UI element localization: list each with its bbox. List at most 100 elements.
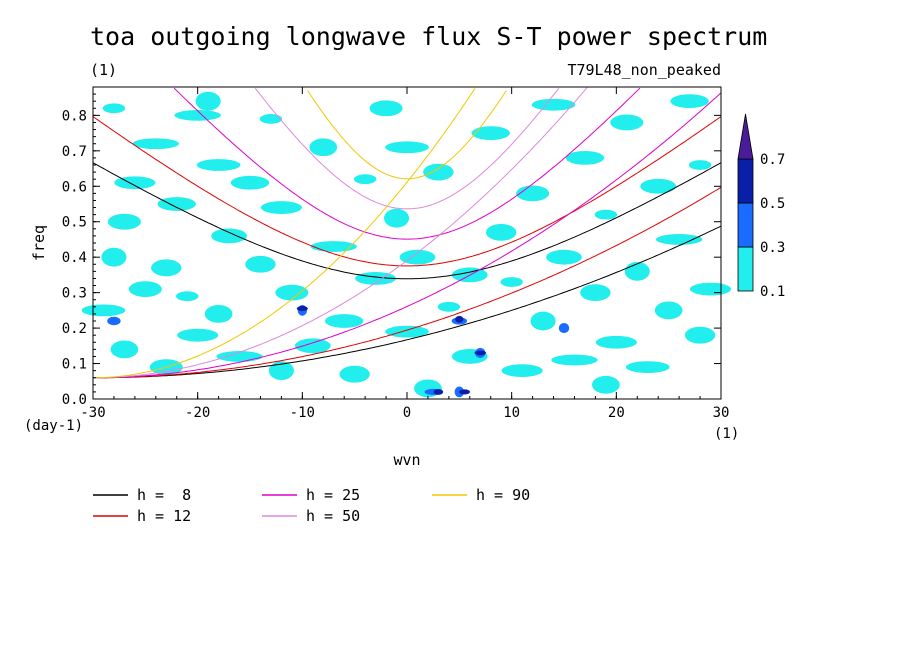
y-tick-label: 0.4: [62, 250, 87, 266]
contour-blob: [385, 325, 429, 338]
contour-blob: [610, 114, 644, 131]
contour-blob: [259, 114, 283, 124]
y-tick-label: 0.8: [62, 108, 87, 124]
y-tick-label: 0.2: [62, 321, 87, 337]
contour-blob: [230, 175, 270, 190]
x-unit-label: (1): [714, 426, 739, 442]
contour-blob: [353, 174, 377, 185]
legend: h = 8 h = 12 h = 25 h = 50 h = 90: [93, 486, 530, 525]
x-tick-label: 0: [403, 405, 411, 421]
contour-blob: [688, 160, 712, 170]
contour-blob: [102, 103, 126, 114]
subtitle-right: T79L48_non_peaked: [567, 61, 721, 79]
dispersion-curve-ig: [307, 90, 507, 180]
colorbar-segment: [737, 158, 754, 204]
contour-blob: [640, 178, 677, 194]
legend-label: h = 12: [137, 507, 191, 525]
contour-blob: [565, 151, 605, 165]
dispersion-curve-kelvin: [93, 225, 722, 379]
dispersion-curve-kelvin: [93, 88, 476, 379]
contour-blob: [551, 354, 598, 366]
dispersion-curve-ig: [254, 87, 560, 210]
y-tick-label: 0.0: [62, 392, 87, 408]
y-tick-label: 0.5: [62, 215, 87, 231]
legend-label: h = 8: [137, 486, 191, 504]
contour-blob: [655, 234, 703, 245]
contour-blob: [294, 338, 331, 354]
x-tick-label: 20: [608, 405, 625, 421]
colorbar-label: 0.7: [760, 152, 785, 168]
y-tick-label: 0.3: [62, 286, 87, 302]
contour-blob: [684, 326, 716, 344]
contour-blob: [296, 306, 308, 312]
x-tick-label: -10: [290, 405, 315, 421]
contour-blob: [385, 141, 429, 154]
contour-blob: [592, 375, 620, 394]
contour-blob: [174, 109, 221, 121]
contour-blob: [260, 201, 302, 214]
contour-blob: [455, 315, 464, 323]
contour-blob: [471, 126, 510, 140]
contour-blob: [580, 284, 611, 302]
contour-blob: [486, 223, 517, 241]
contour-blob: [151, 259, 182, 277]
dispersion-curve-ig: [173, 87, 641, 240]
x-tick-label: -30: [80, 405, 105, 421]
dispersion-curve-ig: [92, 162, 722, 280]
contour-blob: [595, 335, 637, 349]
contour-blob: [176, 291, 199, 302]
contour-blob: [501, 364, 543, 378]
plot-area: -30 -20 -10 0 10 20 30 0.0 0.1 0.2 0.3 0.4 0.5 0.6 0.7…: [62, 86, 732, 421]
colorbar: 0.1 0.3 0.5 0.7: [737, 113, 785, 300]
contour-blob: [325, 314, 364, 328]
contour-blob: [101, 247, 127, 267]
contour-blob: [107, 213, 141, 230]
legend-label: h = 25: [306, 486, 360, 504]
contour-blob: [195, 91, 221, 111]
colorbar-label: 0.3: [760, 240, 785, 256]
y-unit-label: (day-1): [24, 418, 83, 434]
contour-blob: [81, 304, 126, 317]
colorbar-label: 0.1: [760, 284, 785, 300]
contour-blob: [384, 208, 410, 228]
dispersion-curves: [92, 86, 722, 379]
contour-blob: [114, 176, 156, 190]
y-tick-label: 0.7: [62, 144, 87, 160]
x-axis-label: wvn: [393, 451, 420, 469]
colorbar-segment: [737, 202, 754, 248]
contour-blob: [690, 282, 732, 296]
contour-blob: [594, 209, 618, 220]
contour-blob: [625, 361, 670, 373]
contour-blob: [531, 98, 576, 111]
dispersion-curve-ig: [92, 116, 722, 267]
contour-blob: [204, 305, 233, 323]
y-tick-label: 0.1: [62, 357, 87, 373]
colorbar-extend-arrow: [737, 113, 754, 160]
contour-blob: [275, 284, 309, 301]
x-tick-label: 30: [713, 405, 730, 421]
contour-blob: [107, 316, 121, 326]
plot-background: [93, 87, 721, 399]
contour-blob: [437, 301, 461, 312]
contour-blob: [546, 249, 582, 265]
contour-blob: [110, 340, 139, 359]
contour-blob: [433, 388, 444, 395]
contour-blob: [157, 197, 196, 211]
contour-blob: [516, 185, 550, 202]
contour-blob: [624, 261, 650, 281]
contour-blob: [423, 163, 454, 181]
contour-blob: [132, 138, 179, 150]
contour-blob: [670, 94, 709, 109]
contour-blob: [268, 361, 294, 381]
subtitle-left: (1): [90, 61, 117, 79]
y-axis-label: freq: [30, 225, 48, 261]
contour-blob: [211, 228, 247, 244]
contour-blob: [310, 241, 357, 252]
colorbar-segment: [737, 246, 754, 292]
contour-blob: [500, 277, 523, 287]
contour-blob: [369, 100, 403, 117]
legend-label: h = 50: [306, 507, 360, 525]
contour-blob: [309, 138, 338, 157]
contour-blob: [339, 365, 370, 383]
